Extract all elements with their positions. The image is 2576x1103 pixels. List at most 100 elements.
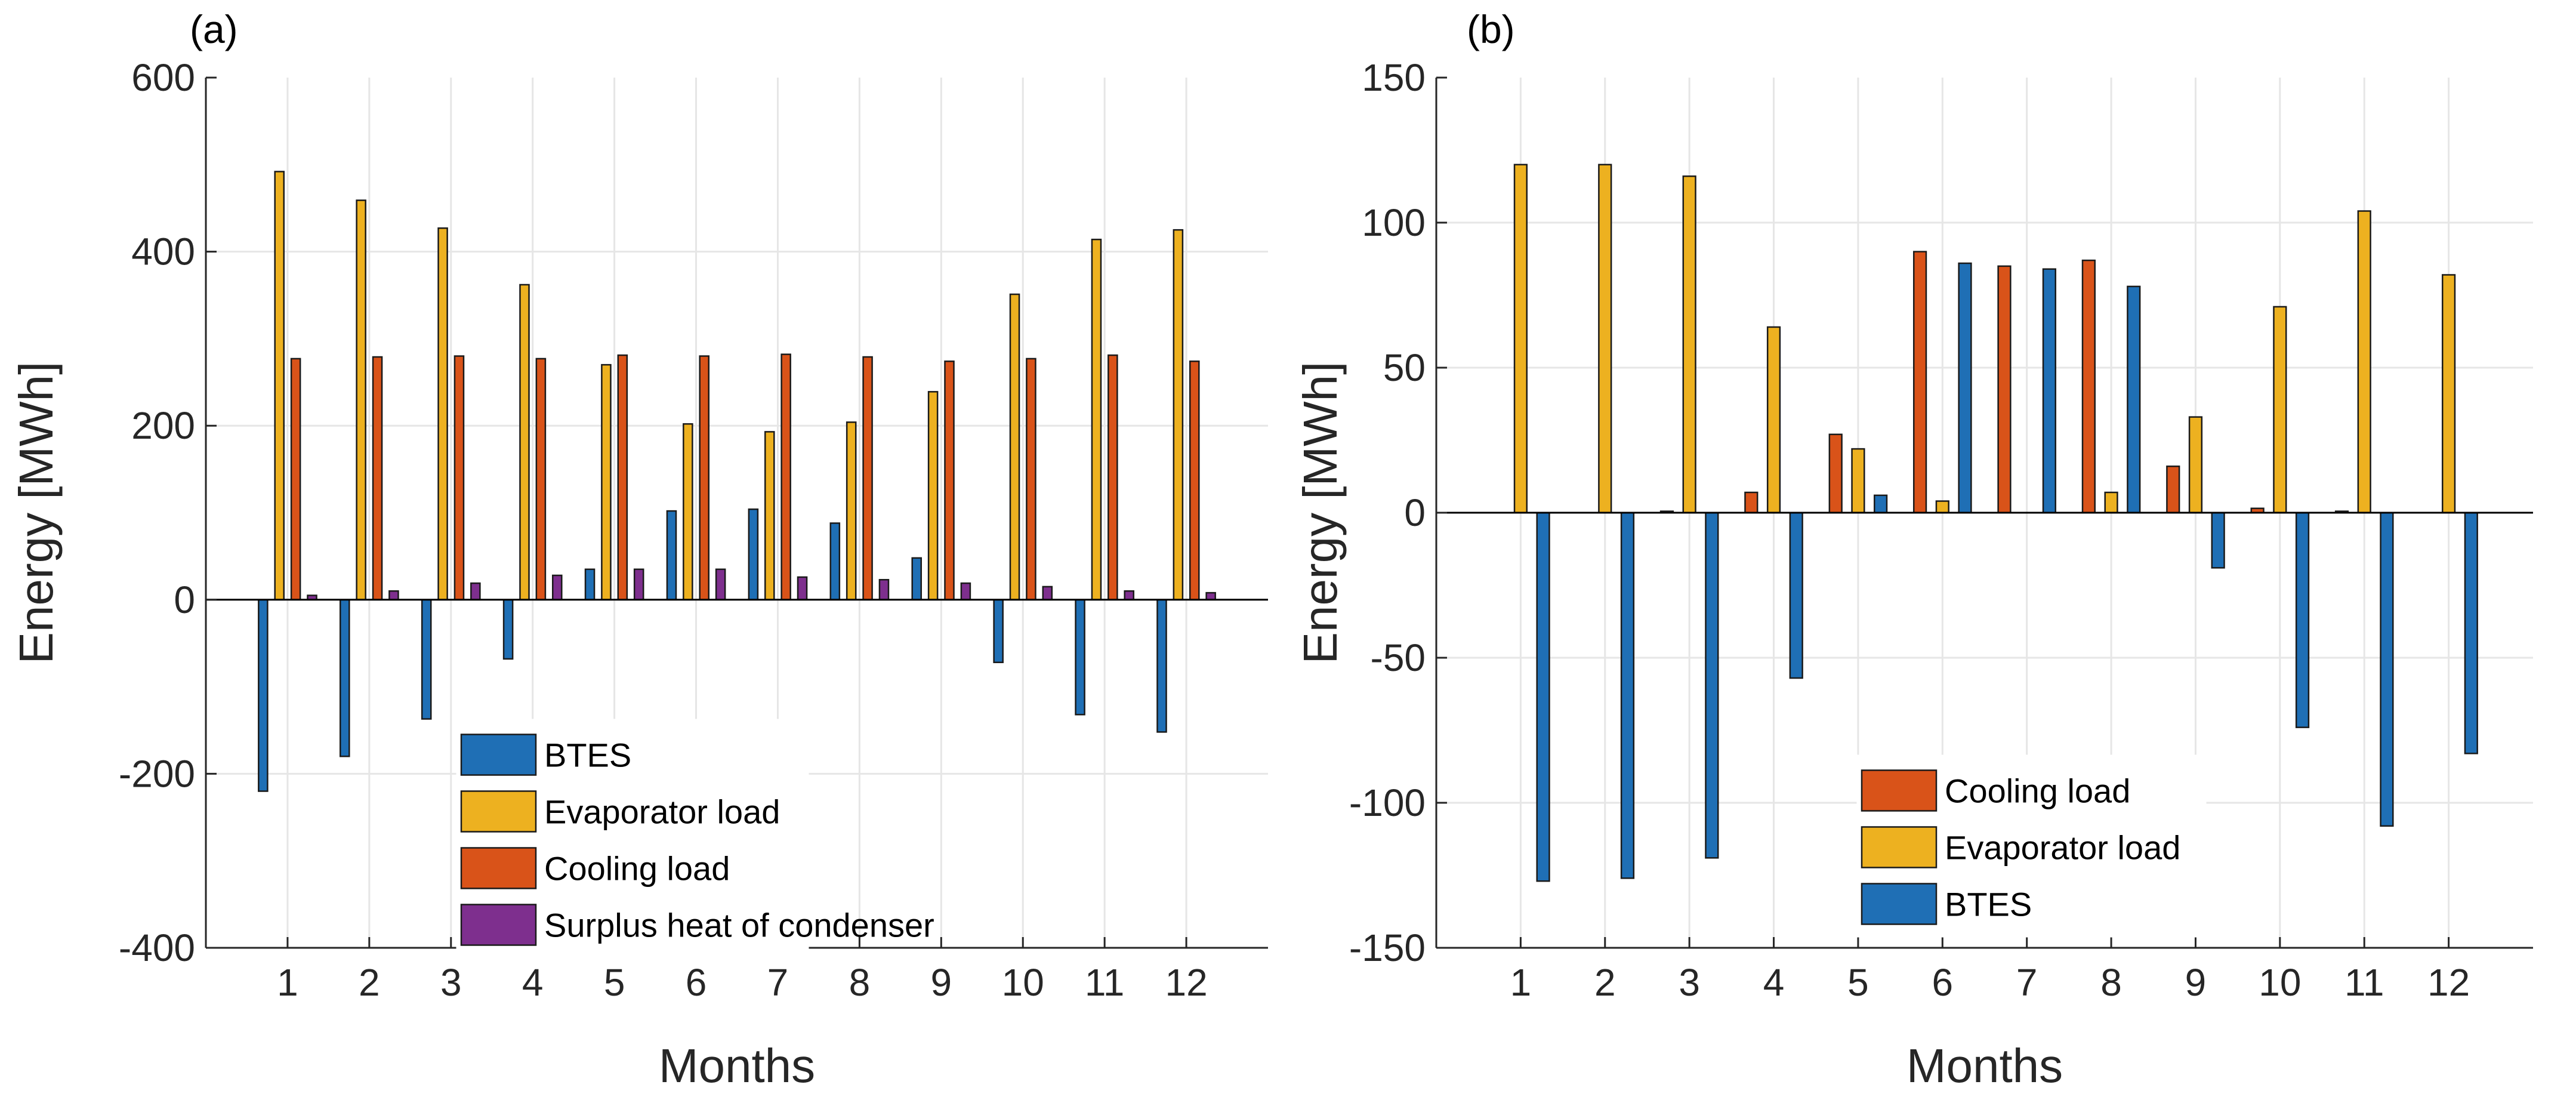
bar-btes-m7 <box>748 508 759 601</box>
x-tick-label: 4 <box>522 961 544 1004</box>
bar-surplus-heat-of-condenser-m5 <box>633 568 644 601</box>
y-tick-label: 0 <box>174 578 195 621</box>
bar-evaporator-load-m2 <box>1598 164 1612 514</box>
y-tick-label: 150 <box>1362 56 1426 99</box>
bar-cooling-load-m5 <box>1828 433 1843 514</box>
bar-btes-m8 <box>2127 285 2141 514</box>
y-axis-label: Energy [MWh] <box>10 362 63 664</box>
bar-btes-m11 <box>1075 599 1085 716</box>
x-tick-label: 8 <box>2100 961 2122 1004</box>
legend-label: BTES <box>544 737 631 774</box>
bar-surplus-heat-of-condenser-m2 <box>388 590 399 601</box>
x-tick-label: 2 <box>1594 961 1616 1004</box>
legend-swatch-btes <box>1861 883 1938 925</box>
legend: BTES Evaporator load Cooling load Surplus h… <box>456 719 934 959</box>
legend-swatch-cooling-load <box>460 847 537 889</box>
bar-cooling-load-m6 <box>1912 251 1927 514</box>
y-tick-label: 0 <box>1404 491 1426 534</box>
bar-btes-m3 <box>421 599 432 720</box>
bar-surplus-heat-of-condenser-m4 <box>551 574 563 601</box>
x-axis-label: Months <box>1906 1039 2063 1092</box>
x-tick-label: 2 <box>359 961 380 1004</box>
bar-cooling-load-m10 <box>1026 358 1036 601</box>
y-tick-label: -200 <box>119 752 195 795</box>
bar-cooling-load-m2 <box>372 356 383 601</box>
bar-evaporator-load-m12 <box>1173 229 1184 601</box>
bar-evaporator-load-m11 <box>2357 210 2371 514</box>
bar-btes-m10 <box>2295 512 2310 728</box>
x-axis-label: Months <box>659 1039 815 1092</box>
bar-evaporator-load-m9 <box>927 391 939 601</box>
bar-evaporator-load-m6 <box>1935 500 1949 514</box>
legend-label: BTES <box>1945 886 2032 923</box>
bar-btes-m6 <box>1958 262 1972 514</box>
bar-btes-m4 <box>502 599 514 660</box>
legend-swatch-surplus-heat-of-condenser <box>460 904 537 946</box>
bar-cooling-load-m11 <box>1107 354 1118 601</box>
x-tick-label: 1 <box>277 961 298 1004</box>
bar-cooling-load-m7 <box>780 353 791 601</box>
bar-evaporator-load-m12 <box>2441 274 2456 514</box>
legend-label: Surplus heat of condenser <box>544 907 934 944</box>
bar-btes-m4 <box>1789 512 1803 679</box>
bar-cooling-load-m4 <box>535 358 547 601</box>
y-tick-label: 600 <box>131 56 195 99</box>
x-tick-label: 10 <box>1002 961 1044 1004</box>
bar-evaporator-load-m2 <box>356 199 366 601</box>
bar-btes-m2 <box>339 599 350 757</box>
bar-evaporator-load-m9 <box>2188 416 2203 514</box>
y-tick-label: -100 <box>1349 781 1426 824</box>
bar-btes-m6 <box>666 510 677 601</box>
bar-surplus-heat-of-condenser-m6 <box>715 568 726 601</box>
bar-surplus-heat-of-condenser-m3 <box>470 582 481 601</box>
legend-label: Cooling load <box>544 850 730 888</box>
y-tick-label: 100 <box>1362 201 1426 244</box>
bar-btes-m2 <box>1620 512 1635 879</box>
bar-evaporator-load-m5 <box>1851 448 1865 514</box>
x-tick-label: 4 <box>1763 961 1785 1004</box>
bar-cooling-load-m3 <box>454 355 465 601</box>
bar-surplus-heat-of-condenser-m8 <box>878 579 890 601</box>
y-tick-label: -50 <box>1371 636 1426 679</box>
bar-btes-m11 <box>2380 512 2394 827</box>
legend-swatch-evaporator-load <box>1861 826 1938 868</box>
panel-label: (b) <box>1467 7 1515 51</box>
y-tick-label: 50 <box>1383 346 1426 389</box>
bar-evaporator-load-m1 <box>1513 164 1528 514</box>
x-tick-label: 3 <box>1679 961 1700 1004</box>
x-tick-label: 6 <box>1932 961 1954 1004</box>
x-tick-label: 7 <box>2016 961 2038 1004</box>
bar-surplus-heat-of-condenser-m9 <box>960 582 971 601</box>
bar-evaporator-load-m1 <box>274 171 285 601</box>
bar-cooling-load-m1 <box>290 358 301 601</box>
bar-btes-m5 <box>1874 494 1888 514</box>
x-tick-label: 3 <box>440 961 462 1004</box>
x-tick-label: 11 <box>1085 961 1124 1004</box>
bar-evaporator-load-m7 <box>764 431 775 601</box>
legend-label: Evaporator load <box>1945 829 2180 867</box>
bar-btes-m1 <box>258 599 269 792</box>
bar-surplus-heat-of-condenser-m10 <box>1042 586 1053 601</box>
y-tick-label: 400 <box>131 230 195 273</box>
bar-btes-m10 <box>993 599 1004 664</box>
x-tick-label: 5 <box>1847 961 1869 1004</box>
legend-swatch-cooling-load <box>1861 769 1938 812</box>
x-tick-label: 9 <box>2185 961 2207 1004</box>
bar-btes-m12 <box>1156 599 1167 733</box>
y-tick-label: 200 <box>131 404 195 447</box>
bar-surplus-heat-of-condenser-m11 <box>1124 590 1135 601</box>
bar-btes-m3 <box>1705 512 1719 859</box>
y-tick-label: -150 <box>1349 926 1426 969</box>
bar-evaporator-load-m3 <box>437 227 448 601</box>
bar-evaporator-load-m8 <box>846 421 857 601</box>
bar-btes-m9 <box>911 557 923 601</box>
bar-evaporator-load-m10 <box>1009 293 1020 601</box>
bar-evaporator-load-m10 <box>2273 306 2287 514</box>
bar-evaporator-load-m11 <box>1091 238 1102 601</box>
bar-btes-m1 <box>1536 512 1550 882</box>
bar-btes-m7 <box>2042 268 2057 514</box>
bar-cooling-load-m8 <box>862 356 873 601</box>
bar-evaporator-load-m3 <box>1682 175 1696 514</box>
